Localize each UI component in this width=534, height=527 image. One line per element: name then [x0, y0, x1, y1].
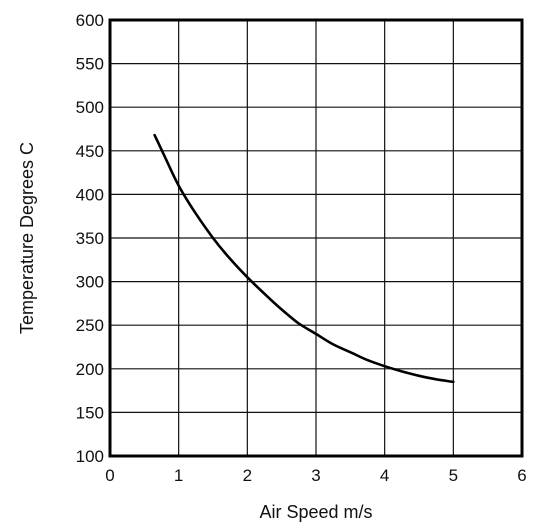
x-tick-label: 1	[174, 466, 183, 485]
grid-lines	[109, 19, 523, 457]
y-axis-label: Temperature Degrees C	[17, 142, 37, 334]
x-tick-label: 2	[243, 466, 252, 485]
tick-labels: 0 1 2 3 4 5 6 100 150 200 250 300 350 400 450 500 550 600	[76, 11, 527, 485]
y-tick-label: 200	[76, 360, 104, 379]
y-tick-label: 500	[76, 98, 104, 117]
x-tick-label: 3	[311, 466, 320, 485]
y-tick-label: 350	[76, 229, 104, 248]
x-tick-label: 6	[517, 466, 526, 485]
y-tick-label: 450	[76, 142, 104, 161]
series-line	[153, 133, 455, 384]
x-tick-label: 4	[380, 466, 389, 485]
y-tick-label: 300	[76, 273, 104, 292]
y-tick-label: 400	[76, 185, 104, 204]
y-tick-label: 600	[76, 11, 104, 30]
x-tick-label: 0	[105, 466, 114, 485]
y-tick-label: 250	[76, 316, 104, 335]
y-tick-label: 100	[76, 447, 104, 466]
x-tick-label: 5	[449, 466, 458, 485]
x-axis-label: Air Speed m/s	[259, 502, 372, 522]
y-tick-label: 550	[76, 55, 104, 74]
y-tick-label: 150	[76, 403, 104, 422]
plot-frame	[108, 18, 524, 458]
